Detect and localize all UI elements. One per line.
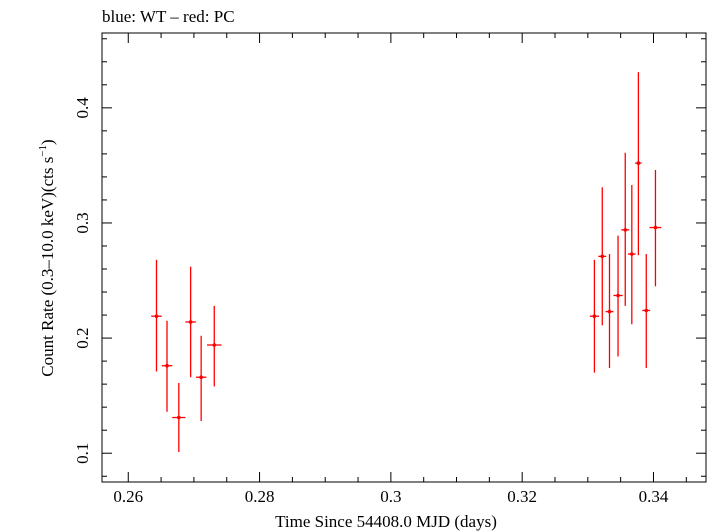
y-tick-label: 0.4 (73, 97, 92, 119)
data-point (161, 320, 173, 412)
y-axis-label-main: Count Rate (0.3–10.0 keV)(cts s (38, 157, 57, 377)
point-marker (644, 308, 649, 313)
point-marker (600, 254, 605, 259)
data-point (621, 152, 630, 306)
x-tick-label: 0.3 (380, 487, 401, 506)
data-point (605, 254, 614, 369)
point-marker (199, 375, 203, 380)
y-axis-label-superscript: −1 (37, 145, 49, 157)
y-axis-label: Count Rate (0.3–10.0 keV)(cts s−1) (37, 139, 57, 376)
point-marker (188, 320, 193, 324)
y-axis-label-close: ) (38, 139, 57, 145)
point-marker (154, 314, 159, 319)
x-tick-label: 0.34 (639, 487, 669, 506)
x-axis-tick-labels: 0.26 0.28 0.3 0.32 0.34 (113, 487, 668, 506)
point-marker (616, 293, 620, 298)
point-marker (636, 161, 641, 165)
data-point (598, 187, 607, 326)
x-tick-label: 0.28 (245, 487, 275, 506)
chart-title: blue: WT – red: PC (102, 7, 235, 26)
point-marker (592, 314, 597, 319)
y-tick-label: 0.2 (73, 327, 92, 348)
data-point (649, 170, 662, 287)
point-marker (607, 309, 612, 314)
y-axis-ticks (102, 38, 706, 477)
data-point (642, 254, 651, 369)
data-point (589, 259, 599, 373)
point-marker (177, 415, 181, 420)
plot-frame (101, 32, 707, 483)
data-point (195, 335, 207, 421)
data-point (613, 235, 623, 357)
point-marker (165, 363, 169, 368)
point-marker (623, 228, 628, 232)
x-tick-label: 0.26 (113, 487, 143, 506)
data-point (151, 259, 162, 372)
y-tick-label: 0.1 (73, 443, 92, 464)
point-marker (630, 252, 634, 256)
data-point (635, 72, 642, 256)
data-point (185, 266, 196, 378)
data-series-pc (151, 72, 662, 453)
x-tick-label: 0.32 (507, 487, 537, 506)
data-point (627, 184, 636, 325)
data-point (172, 382, 186, 453)
x-axis-label: Time Since 54408.0 MJD (days) (275, 512, 497, 531)
point-marker (212, 343, 217, 347)
x-axis-ticks (127, 33, 687, 482)
y-axis-tick-labels: 0.1 0.2 0.3 0.4 (73, 97, 92, 464)
data-point (207, 305, 222, 387)
point-marker (653, 225, 658, 230)
y-tick-label: 0.3 (73, 212, 92, 233)
